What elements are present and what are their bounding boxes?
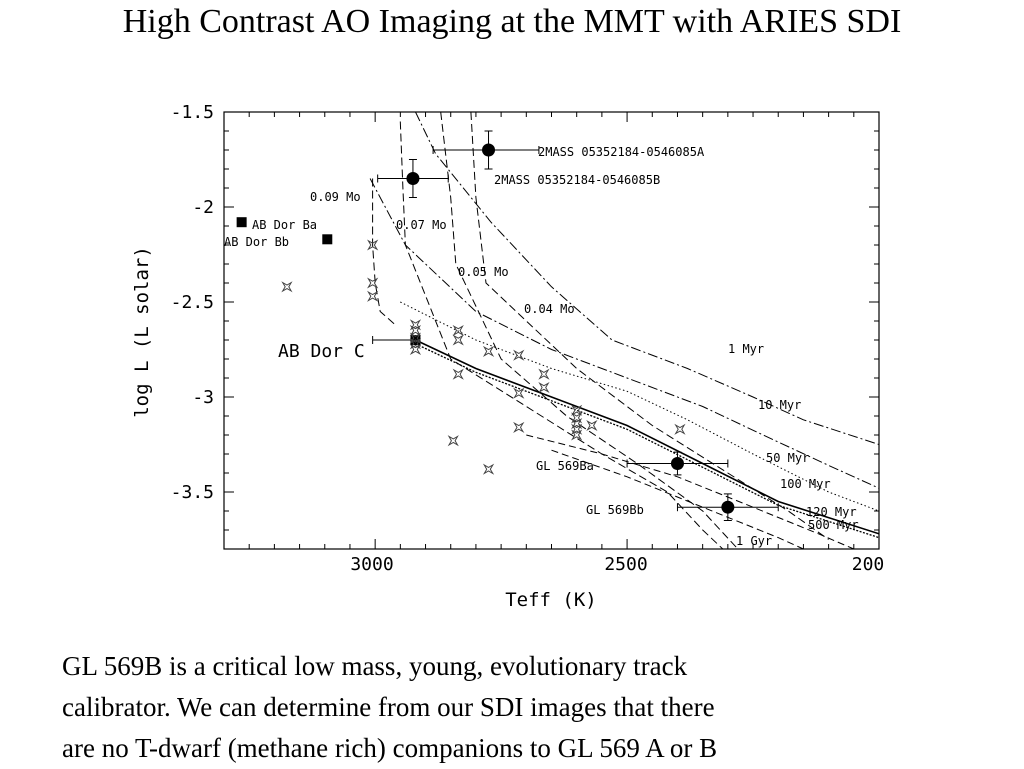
star-marker	[482, 463, 495, 475]
mass-track-label: 0.05 Mo	[458, 265, 509, 279]
y-tick-label: -3	[192, 387, 214, 408]
isochrone-line	[415, 343, 879, 539]
isochrone-label: 50 Myr	[766, 451, 809, 465]
circle-marker	[406, 172, 420, 185]
isochrone-label: 1 Gyr	[736, 534, 772, 548]
caption-line: calibrator. We can determine from our SD…	[62, 692, 715, 722]
label-gl569bb: GL 569Bb	[586, 503, 644, 517]
hr-diagram-chart: Teff (K) log L (L solar) 3000 2500 200 -…	[131, 102, 885, 611]
isochrone-label: 10 Myr	[758, 398, 801, 412]
star-marker	[447, 435, 459, 447]
mass-track-line	[372, 178, 396, 326]
mass-track-line	[470, 112, 829, 540]
star-marker	[409, 343, 422, 356]
star-marker	[513, 387, 525, 399]
y-tick-label: -2.5	[171, 292, 214, 313]
star-marker	[513, 349, 525, 361]
star-marker	[367, 239, 379, 251]
isochrone-line	[415, 112, 879, 445]
y-tick-label: -1.5	[171, 102, 214, 123]
isochrone-line	[415, 339, 879, 535]
label-ab-dor-c: AB Dor C	[278, 341, 365, 362]
caption-line: GL 569B is a critical low mass, young, e…	[62, 651, 688, 681]
star-marker	[452, 324, 464, 337]
star-marker	[367, 277, 379, 289]
isochrone-label: 500 Myr	[808, 518, 859, 532]
mass-track-line	[399, 121, 724, 549]
caption-text: GL 569B is a critical low mass, young, e…	[62, 646, 962, 769]
slide-title: High Contrast AO Imaging at the MMT with…	[122, 3, 902, 40]
y-tick-label: -2	[192, 197, 214, 218]
isochrone-line	[369, 178, 879, 489]
star-marker	[674, 423, 686, 435]
star-marker	[367, 290, 379, 302]
x-tick-label: 3000	[350, 554, 393, 575]
star-marker	[538, 381, 550, 394]
star-marker	[409, 324, 422, 337]
label-ab-dor-ba: AB Dor Ba	[252, 218, 317, 232]
x-axis-label: Teff (K)	[505, 589, 597, 611]
circle-marker	[670, 457, 684, 470]
label-2mass-b: 2MASS 05352184-0546085B	[494, 173, 660, 187]
star-marker	[482, 345, 495, 357]
mass-track-label: 0.04 Mo	[524, 302, 575, 316]
mass-track-line	[440, 112, 739, 549]
y-tick-label: -3.5	[171, 482, 214, 503]
star-marker	[452, 368, 464, 380]
isochrone-label: 100 Myr	[780, 477, 831, 491]
circle-marker	[482, 143, 496, 157]
mass-track-label: 0.07 Mo	[396, 218, 447, 232]
axis-ticks	[224, 111, 880, 549]
track-lines	[369, 112, 879, 549]
y-axis-label: log L (L solar)	[131, 246, 153, 418]
x-tick-label: 2500	[604, 554, 647, 575]
star-marker	[571, 429, 583, 441]
mass-track-label: 0.09 Mo	[310, 190, 361, 204]
label-gl569ba: GL 569Ba	[536, 459, 594, 473]
caption-line: are no T-dwarf (methane rich) companions…	[62, 733, 718, 763]
isochrone-label: 1 Myr	[728, 342, 764, 356]
isochrone-label: 120 Myr	[806, 505, 857, 519]
square-marker	[236, 217, 247, 228]
data-points	[236, 130, 779, 521]
star-marker	[586, 419, 598, 432]
star-marker	[571, 404, 583, 416]
star-marker	[538, 368, 550, 380]
circle-marker	[721, 500, 735, 514]
label-ab-dor-bb: AB Dor Bb	[224, 235, 289, 249]
square-marker	[322, 234, 333, 245]
x-tick-label: 200	[852, 554, 885, 575]
star-marker	[452, 334, 464, 346]
star-marker	[281, 281, 293, 293]
star-marker	[513, 421, 525, 433]
label-2mass-a: 2MASS 05352184-0546085A	[538, 145, 705, 159]
